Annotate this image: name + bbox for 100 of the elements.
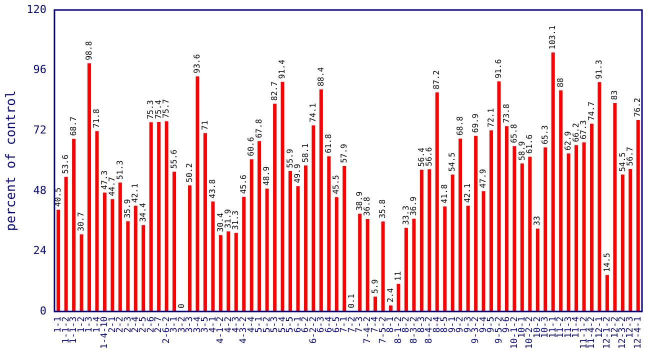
data-label: 54.5 <box>618 152 627 172</box>
data-label: 68.7 <box>68 116 78 136</box>
bar <box>443 206 447 312</box>
bar <box>466 206 470 312</box>
bar <box>544 147 548 312</box>
data-label: 68.8 <box>455 116 464 136</box>
data-label: 98.8 <box>84 40 94 60</box>
bar <box>490 130 493 312</box>
bar <box>218 235 222 312</box>
data-label: 65.3 <box>540 124 550 144</box>
bar <box>366 219 370 312</box>
data-label: 2.4 <box>386 288 395 302</box>
data-label: 30.7 <box>76 212 86 232</box>
bar <box>157 122 161 312</box>
bar <box>536 228 540 312</box>
bar <box>566 153 570 312</box>
data-label: 35.8 <box>378 199 388 219</box>
data-label: 58.1 <box>300 143 310 163</box>
bar <box>559 90 563 312</box>
bar <box>280 82 284 312</box>
data-label: 53.6 <box>61 154 70 174</box>
bar <box>613 102 617 312</box>
data-label: 31.9 <box>223 208 232 228</box>
y-tick-label: 0 <box>40 304 46 318</box>
data-label: 49.9 <box>293 164 302 184</box>
bar <box>149 122 153 312</box>
data-label: 50.2 <box>184 162 194 182</box>
y-tick-label: 120 <box>26 2 46 16</box>
data-label: 36.8 <box>362 196 372 216</box>
data-label: 54.5 <box>448 152 457 172</box>
data-label: 56.6 <box>424 146 434 166</box>
bar <box>265 188 269 312</box>
data-label: 34.4 <box>138 202 148 222</box>
data-label: 82.7 <box>270 81 279 101</box>
data-label: 65.8 <box>510 124 519 144</box>
bar <box>628 169 632 312</box>
bar <box>420 170 424 312</box>
x-tick-label: 12-4-1 <box>633 316 644 350</box>
bar <box>273 104 277 312</box>
data-label: 74.7 <box>586 101 596 121</box>
data-label: 58.9 <box>517 141 526 161</box>
data-label: 0 <box>177 303 186 308</box>
data-label: 91.3 <box>594 60 604 80</box>
data-label: 0.1 <box>347 294 356 308</box>
data-label: 75.4 <box>154 100 163 120</box>
bar <box>226 231 230 312</box>
bar <box>188 185 192 312</box>
bar <box>528 156 532 312</box>
bar <box>142 225 146 312</box>
bar <box>512 146 516 312</box>
data-label: 47.9 <box>478 168 488 188</box>
data-label: 45.6 <box>238 174 248 194</box>
data-label: 76.2 <box>633 98 642 118</box>
bar <box>374 296 378 312</box>
data-label: 51.3 <box>115 160 124 180</box>
data-label: 48.9 <box>262 166 272 186</box>
data-label: 45.5 <box>332 174 341 194</box>
bar <box>482 191 486 312</box>
data-label: 55.9 <box>285 148 294 168</box>
data-label: 60.6 <box>246 136 256 156</box>
bar <box>319 89 323 312</box>
bar <box>396 284 400 312</box>
bar <box>520 164 524 312</box>
data-label: 103.1 <box>548 25 558 50</box>
data-label: 73.8 <box>502 104 511 124</box>
data-label: 56.7 <box>625 146 634 166</box>
bar <box>304 166 308 312</box>
data-label: 11 <box>394 271 403 281</box>
bar <box>196 76 200 312</box>
data-label: 14.5 <box>602 252 612 272</box>
data-label: 55.6 <box>169 149 178 169</box>
bar <box>474 136 478 312</box>
bar <box>428 169 432 312</box>
data-label: 67.8 <box>254 118 264 138</box>
bar <box>64 176 68 312</box>
y-tick-label: 24 <box>33 244 47 258</box>
bar <box>435 92 439 312</box>
bar <box>250 159 254 312</box>
data-label: 74.1 <box>308 102 318 122</box>
bar <box>95 131 99 312</box>
data-label: 75.7 <box>162 98 171 118</box>
bar <box>211 201 215 312</box>
data-label: 33.3 <box>401 205 410 225</box>
bar <box>358 214 362 312</box>
data-label: 67.3 <box>579 120 588 140</box>
bar <box>327 156 331 312</box>
bar <box>172 172 176 312</box>
data-label: 83 <box>610 90 620 100</box>
data-label: 61.6 <box>524 134 534 154</box>
data-label: 88 <box>556 78 565 88</box>
bar <box>605 275 609 312</box>
data-label: 30.4 <box>216 212 225 232</box>
bar <box>242 196 246 312</box>
bar <box>110 199 114 312</box>
bar <box>312 125 316 312</box>
data-label: 38.9 <box>354 191 364 211</box>
data-label: 43.8 <box>208 178 218 198</box>
data-label: 56.4 <box>416 147 426 167</box>
data-label: 5.9 <box>370 279 380 294</box>
data-label: 71 <box>200 120 210 130</box>
